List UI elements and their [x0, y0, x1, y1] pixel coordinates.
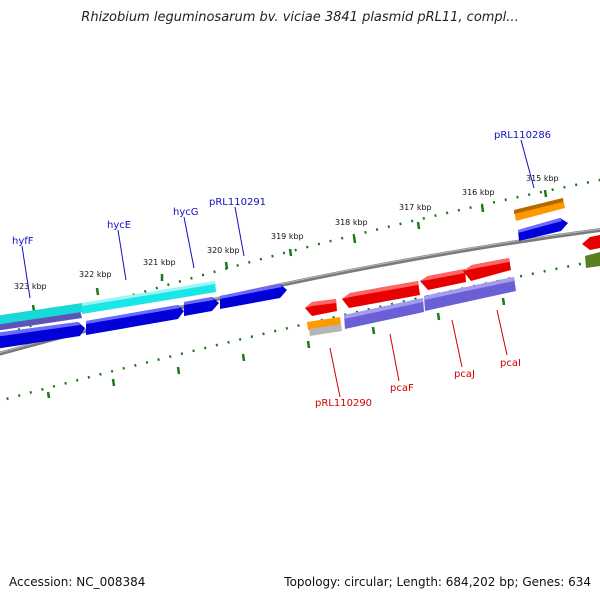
cyan-gene[interactable] — [0, 303, 82, 325]
tick-label: 315 kbp — [526, 174, 559, 183]
major-tick — [111, 378, 116, 387]
major-tick — [31, 304, 36, 312]
forward-gene-highlight — [0, 322, 80, 337]
major-tick — [501, 297, 506, 306]
reverse-gene-highlight — [305, 299, 336, 308]
tick-label: 316 kbp — [462, 188, 495, 197]
label-leader — [21, 245, 31, 299]
label-leader — [389, 333, 400, 382]
tick-label: 321 kbp — [143, 258, 176, 267]
plasmid-backbone — [0, 228, 600, 356]
forward-gene-highlight — [518, 218, 562, 233]
major-tick — [288, 248, 293, 257]
gene-label-hycE[interactable]: hycE — [107, 220, 131, 231]
olive-feature[interactable] — [585, 252, 600, 268]
forward-gene[interactable] — [86, 305, 184, 335]
label-leader — [117, 229, 127, 281]
gene-label-pRL110290[interactable]: pRL110290 — [315, 398, 372, 409]
tick-label: 323 kbp — [14, 282, 47, 291]
inner-tick-track — [0, 258, 600, 402]
major-tick — [224, 261, 229, 270]
purple-feature-highlight — [424, 277, 514, 300]
major-tick — [416, 221, 421, 230]
inner-tick-dots — [0, 258, 600, 402]
reverse-gene-highlight — [463, 258, 509, 271]
topology-summary: Topology: circular; Length: 684,202 bp; … — [284, 575, 591, 589]
forward-gene-highlight — [184, 297, 214, 305]
forward-gene[interactable] — [0, 322, 85, 349]
purple-feature[interactable] — [424, 277, 516, 311]
cyan-gene-highlight — [180, 281, 215, 290]
cyan-gene-highlight — [82, 287, 180, 306]
tick-label: 319 kbp — [271, 232, 304, 241]
reverse-gene-highlight — [420, 269, 465, 281]
reverse-gene[interactable] — [582, 235, 600, 250]
major-tick — [95, 287, 100, 296]
label-leader — [234, 206, 245, 257]
purple-feature[interactable] — [0, 310, 82, 331]
major-tick — [352, 235, 357, 244]
major-tick — [176, 366, 181, 375]
gene-label-pcaI[interactable]: pcaI — [500, 358, 521, 369]
gene-label-pcaJ[interactable]: pcaJ — [454, 369, 475, 380]
gene-label-pcaF[interactable]: pcaF — [390, 383, 414, 394]
gene-label-pRL110291[interactable]: pRL110291 — [209, 197, 266, 208]
label-leader — [451, 319, 463, 368]
tick-label: 322 kbp — [79, 270, 112, 279]
tick-label: 318 kbp — [335, 218, 368, 227]
label-leader — [520, 139, 535, 189]
outer-tick-dots — [0, 178, 600, 337]
accession-text: Accession: NC_008384 — [9, 575, 146, 589]
forward-gene[interactable] — [518, 218, 568, 241]
major-tick — [371, 326, 376, 335]
map-title: Rhizobium leguminosarum bv. viciae 3841 … — [81, 10, 519, 25]
major-tick — [543, 189, 548, 198]
label-leader — [183, 216, 195, 269]
orange-gene[interactable] — [307, 317, 341, 330]
major-tick — [480, 204, 485, 213]
tick-label: 320 kbp — [207, 246, 240, 255]
label-leader — [496, 309, 508, 356]
forward-gene-highlight — [220, 284, 282, 299]
major-tick — [46, 391, 51, 399]
purple-feature-highlight — [344, 298, 423, 319]
major-tick — [241, 353, 246, 362]
label-leader — [329, 347, 341, 398]
major-tick — [436, 312, 441, 321]
tick-label: 317 kbp — [399, 203, 432, 212]
gene-label-hycG[interactable]: hycG — [173, 207, 199, 218]
major-tick — [306, 340, 311, 349]
forward-gene[interactable] — [220, 284, 287, 309]
gene-label-pRL110286[interactable]: pRL110286 — [494, 130, 551, 141]
outer-tick-track — [0, 178, 600, 337]
forward-gene-highlight — [86, 305, 180, 324]
reverse-gene-highlight — [342, 281, 418, 299]
gene-label-hyfF[interactable]: hyfF — [12, 236, 34, 247]
gray-feature[interactable] — [309, 324, 342, 336]
orange-gene-shadow — [514, 198, 563, 214]
